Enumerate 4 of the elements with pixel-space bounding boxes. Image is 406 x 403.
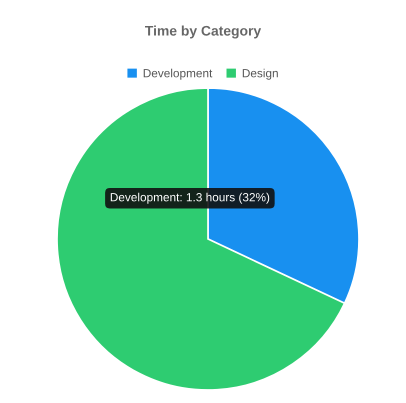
text: Development: 1.3 hours (32%) (110, 192, 270, 204)
legend-label: Design (242, 68, 278, 80)
legend-label: Development (144, 68, 212, 80)
chart-title: Time by Category (145, 25, 262, 39)
